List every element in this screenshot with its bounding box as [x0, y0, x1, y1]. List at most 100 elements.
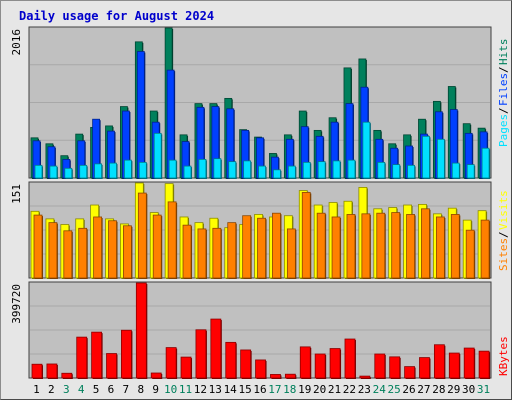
sites-bar	[450, 214, 460, 279]
kbytes-bar	[31, 363, 43, 379]
pages-bar	[94, 163, 103, 179]
sites-bar	[480, 219, 490, 279]
pages-bar	[392, 164, 401, 179]
x-tick-label: 24	[373, 383, 387, 396]
sites-bar	[182, 224, 192, 279]
pages-bar	[287, 165, 296, 179]
x-tick-label: 11	[179, 383, 192, 396]
sites-bar	[257, 217, 266, 279]
x-tick-label: 2	[48, 383, 55, 396]
sites-bar	[406, 214, 415, 279]
x-tick-label: 13	[209, 383, 222, 396]
sites-bar	[286, 228, 296, 279]
x-tick-label: 29	[447, 383, 460, 396]
sites-bar	[93, 216, 103, 279]
sites-bar	[465, 229, 475, 279]
y-axis-max-label: 399720	[10, 284, 23, 324]
kbytes-bar	[329, 348, 341, 379]
sites-bar	[242, 215, 252, 279]
kbytes-bar	[91, 331, 103, 379]
x-tick-label: 9	[152, 383, 159, 396]
pages-bar	[183, 165, 192, 179]
hfp-legend-hits: Hits	[497, 39, 510, 66]
x-tick-label: 16	[253, 383, 266, 396]
pages-bar	[362, 121, 371, 179]
sites-bar	[108, 220, 117, 279]
kbytes-bar	[61, 372, 73, 379]
pages-bar	[109, 162, 117, 179]
x-tick-label: 31	[477, 383, 490, 396]
kbytes-bar	[404, 366, 415, 379]
sites-bar	[316, 212, 326, 279]
kbytes-bar	[195, 329, 207, 379]
kbytes-bar	[240, 349, 252, 379]
pages-bar	[198, 158, 207, 179]
vs-legend-visits: Visits	[497, 190, 510, 230]
kbytes-bar	[374, 353, 386, 379]
x-tick-label: 27	[417, 383, 430, 396]
kbytes-bar	[359, 375, 371, 379]
x-tick-label: 15	[238, 383, 251, 396]
kbytes-bar	[225, 341, 237, 379]
pages-bar	[466, 164, 475, 179]
kbytes-bar	[463, 347, 475, 379]
kbytes-bar	[255, 359, 266, 379]
sites-bar	[137, 192, 147, 279]
kbytes-bar	[419, 357, 430, 379]
x-tick-label: 4	[78, 383, 85, 396]
pages-bar	[138, 161, 147, 179]
pages-bar	[302, 161, 311, 179]
pages-bar	[34, 164, 43, 179]
pages-bar	[79, 164, 88, 179]
x-tick-label: 14	[224, 383, 238, 396]
sites-bar	[197, 228, 207, 279]
chart-title: Daily usage for August 2024	[19, 9, 215, 23]
pages-bar	[422, 135, 430, 179]
pages-bar	[451, 162, 460, 179]
sites-bar	[272, 212, 281, 279]
sites-bar	[212, 227, 222, 279]
x-tick-label: 25	[388, 383, 401, 396]
kb-legend-kbytes: KBytes	[497, 336, 510, 376]
kbytes-bar	[135, 282, 147, 379]
kbytes-bar	[344, 338, 356, 379]
hfp-legend-pages: Pages	[497, 114, 510, 147]
sites-bar	[346, 214, 356, 279]
pages-bar	[124, 159, 132, 179]
y-axis-max-label: 2016	[10, 29, 23, 56]
kbytes-bar	[121, 329, 132, 379]
x-tick-label: 28	[432, 383, 445, 396]
sites-bar	[152, 214, 162, 279]
kbytes-bar	[284, 373, 296, 379]
pages-bar	[317, 161, 326, 179]
kbytes-bar	[165, 347, 177, 379]
pages-bar	[332, 160, 341, 179]
pages-bar	[213, 158, 222, 179]
x-tick-label: 20	[313, 383, 326, 396]
sites-bar	[78, 227, 88, 279]
kbytes-bar	[76, 336, 88, 379]
kbytes-bar	[478, 350, 490, 379]
pages-bar	[258, 165, 266, 179]
pages-bar	[407, 164, 415, 179]
pages-bar	[153, 132, 162, 179]
sites-bar	[391, 212, 401, 279]
x-tick-label: 5	[93, 383, 100, 396]
pages-bar	[64, 167, 73, 179]
x-tick-label: 21	[328, 383, 341, 396]
pages-bar	[243, 160, 252, 179]
vs-legend-sites: Sites	[497, 238, 510, 271]
sites-bar	[421, 208, 430, 279]
hfp-legend-files: Files	[497, 73, 510, 106]
x-tick-label: 3	[63, 383, 70, 396]
kbytes-bar	[389, 356, 401, 379]
sites-bar	[123, 225, 132, 279]
x-tick-label: 22	[343, 383, 356, 396]
pages-bar	[377, 161, 386, 179]
kbytes-bar	[270, 374, 281, 379]
sites-bar	[361, 213, 371, 279]
x-tick-label: 18	[283, 383, 296, 396]
files-bar	[136, 51, 145, 179]
